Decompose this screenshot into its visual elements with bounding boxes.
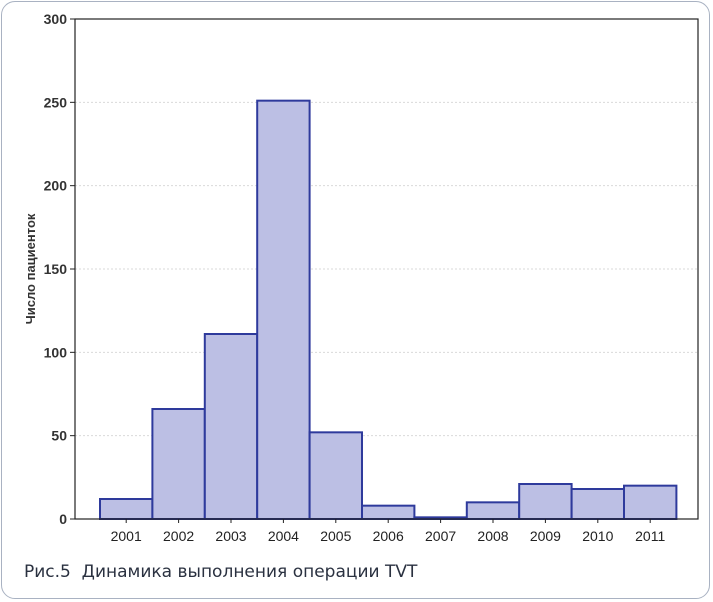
y-tick-label: 300 [44, 11, 68, 27]
bar-2004 [256, 99, 311, 521]
bar-2003 [203, 333, 259, 520]
bar-2001 [99, 498, 154, 520]
y-axis-label: Число пациенток [23, 213, 38, 324]
x-tick-label: 2010 [582, 528, 613, 544]
y-tick-label: 200 [44, 178, 68, 194]
x-tick-label: 2002 [163, 528, 194, 544]
x-tick-label: 2009 [530, 528, 561, 544]
bar-chart: 0 50 100 150 200 250 300 2001 2002 2003 2004 2005 20… [23, 11, 699, 544]
x-tick-label: 2011 [635, 528, 665, 544]
y-tick-label: 50 [51, 428, 67, 444]
x-tick-label: 2001 [111, 528, 142, 544]
x-tick-label: 2008 [477, 528, 508, 544]
bar-2009 [518, 483, 573, 520]
bar-2002 [151, 408, 206, 520]
bar-2005 [308, 431, 364, 521]
bar-2010 [570, 488, 625, 520]
x-tick-label: 2006 [373, 528, 404, 544]
y-tick-label: 150 [44, 261, 68, 277]
x-tick-label: 2005 [320, 528, 351, 544]
bar-2008 [465, 501, 521, 521]
y-tick-label: 100 [44, 344, 68, 360]
x-tick-label: 2004 [268, 528, 299, 544]
figure-caption: Рис.5 Динамика выполнения операции TVT [24, 562, 418, 582]
y-tick-label: 250 [44, 94, 68, 110]
bar-2006 [361, 504, 416, 520]
y-tick-label: 0 [59, 511, 67, 527]
x-tick-label: 2003 [215, 528, 246, 544]
bar-2011 [623, 484, 678, 520]
x-tick-label: 2007 [425, 528, 456, 544]
